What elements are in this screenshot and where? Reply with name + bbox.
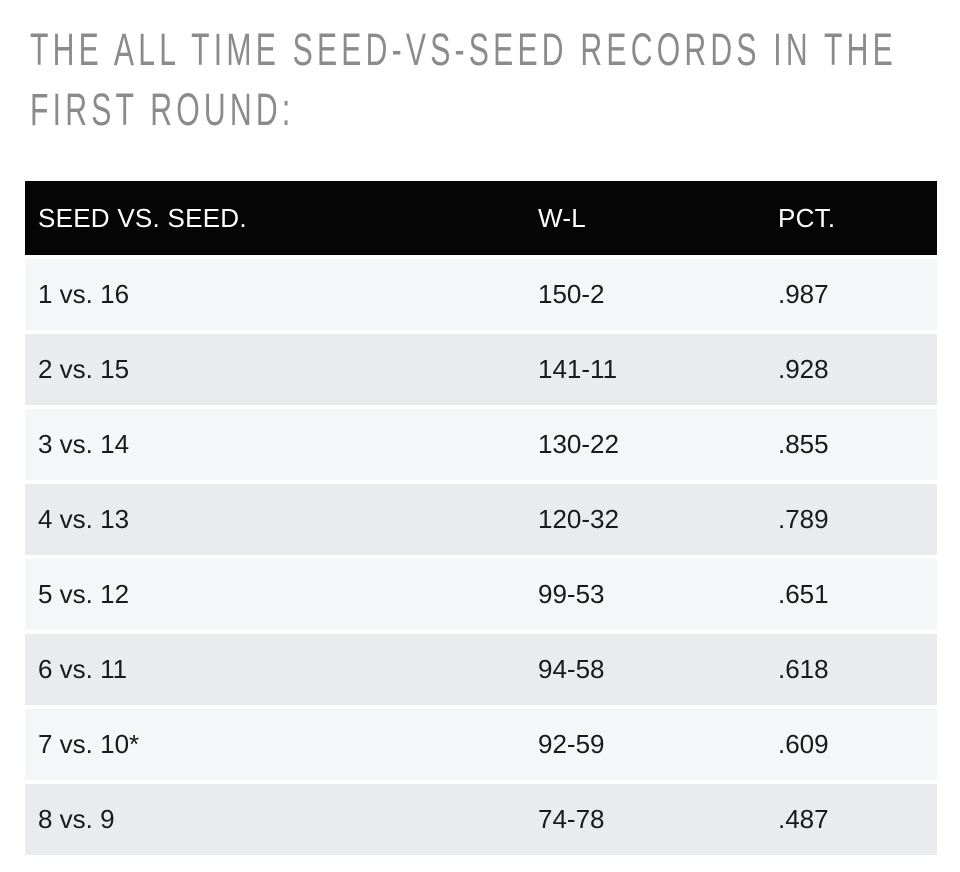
- wl-cell: 141-11: [537, 334, 777, 405]
- column-header-pct: PCT.: [777, 181, 937, 255]
- table-row: 3 vs. 14 130-22 .855: [25, 409, 937, 480]
- wl-cell: 150-2: [537, 259, 777, 330]
- pct-cell: .987: [777, 259, 937, 330]
- wl-cell: 94-58: [537, 634, 777, 705]
- matchup-cell: 7 vs. 10*: [25, 709, 537, 780]
- records-table-container: SEED VS. SEED. W-L PCT. 1 vs. 16 150-2 .…: [25, 177, 937, 859]
- pct-cell: .487: [777, 784, 937, 855]
- records-table: SEED VS. SEED. W-L PCT. 1 vs. 16 150-2 .…: [25, 177, 937, 859]
- pct-cell: .789: [777, 484, 937, 555]
- table-row: 1 vs. 16 150-2 .987: [25, 259, 937, 330]
- matchup-cell: 5 vs. 12: [25, 559, 537, 630]
- wl-cell: 120-32: [537, 484, 777, 555]
- matchup-cell: 1 vs. 16: [25, 259, 537, 330]
- table-row: 6 vs. 11 94-58 .618: [25, 634, 937, 705]
- pct-cell: .618: [777, 634, 937, 705]
- wl-cell: 130-22: [537, 409, 777, 480]
- matchup-cell: 3 vs. 14: [25, 409, 537, 480]
- table-header-row: SEED VS. SEED. W-L PCT.: [25, 181, 937, 255]
- table-row: 4 vs. 13 120-32 .789: [25, 484, 937, 555]
- matchup-cell: 4 vs. 13: [25, 484, 537, 555]
- page-title: THE ALL TIME SEED-VS-SEED RECORDS IN THE…: [30, 20, 897, 140]
- column-header-wl: W-L: [537, 181, 777, 255]
- matchup-cell: 2 vs. 15: [25, 334, 537, 405]
- table-row: 2 vs. 15 141-11 .928: [25, 334, 937, 405]
- column-header-seed-vs-seed: SEED VS. SEED.: [25, 181, 537, 255]
- table-row: 7 vs. 10* 92-59 .609: [25, 709, 937, 780]
- pct-cell: .928: [777, 334, 937, 405]
- matchup-cell: 6 vs. 11: [25, 634, 537, 705]
- pct-cell: .609: [777, 709, 937, 780]
- wl-cell: 99-53: [537, 559, 777, 630]
- matchup-cell: 8 vs. 9: [25, 784, 537, 855]
- pct-cell: .651: [777, 559, 937, 630]
- table-row: 8 vs. 9 74-78 .487: [25, 784, 937, 855]
- table-row: 5 vs. 12 99-53 .651: [25, 559, 937, 630]
- page-title-line2: FIRST ROUND:: [30, 84, 295, 135]
- wl-cell: 74-78: [537, 784, 777, 855]
- pct-cell: .855: [777, 409, 937, 480]
- wl-cell: 92-59: [537, 709, 777, 780]
- page-title-line1: THE ALL TIME SEED-VS-SEED RECORDS IN THE: [30, 24, 897, 75]
